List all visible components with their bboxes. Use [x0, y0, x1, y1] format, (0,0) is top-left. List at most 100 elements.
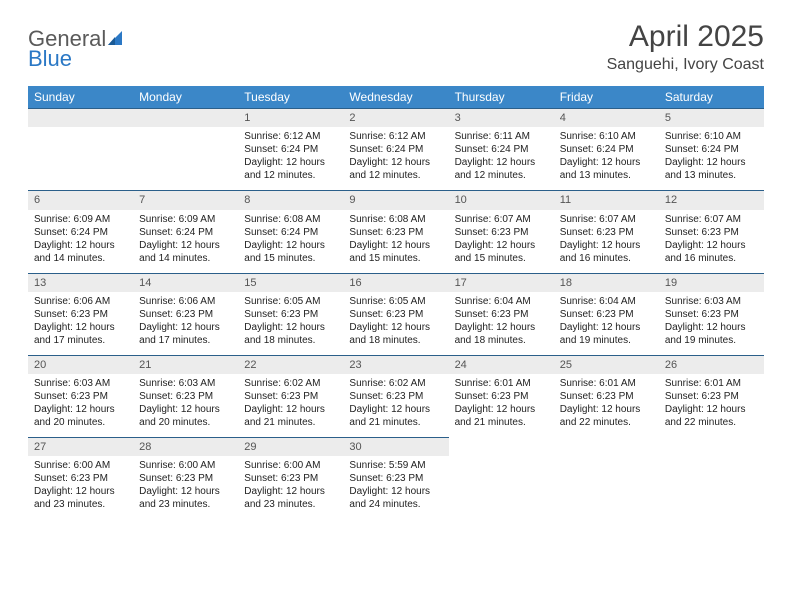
- sunrise-text: Sunrise: 6:05 AM: [349, 295, 442, 308]
- day-body: Sunrise: 6:08 AMSunset: 6:23 PMDaylight:…: [343, 210, 448, 273]
- calendar-cell: 25Sunrise: 6:01 AMSunset: 6:23 PMDayligh…: [554, 355, 659, 437]
- calendar-cell: 10Sunrise: 6:07 AMSunset: 6:23 PMDayligh…: [449, 190, 554, 272]
- calendar-cell: [449, 437, 554, 519]
- sunrise-text: Sunrise: 6:02 AM: [349, 377, 442, 390]
- daylight-text: Daylight: 12 hours and 23 minutes.: [34, 485, 127, 511]
- sunset-text: Sunset: 6:23 PM: [349, 472, 442, 485]
- sunrise-text: Sunrise: 6:03 AM: [665, 295, 758, 308]
- daylight-text: Daylight: 12 hours and 19 minutes.: [665, 321, 758, 347]
- day-body: Sunrise: 6:03 AMSunset: 6:23 PMDaylight:…: [133, 374, 238, 437]
- sunrise-text: Sunrise: 5:59 AM: [349, 459, 442, 472]
- day-number: 9: [343, 190, 448, 209]
- sunset-text: Sunset: 6:23 PM: [349, 308, 442, 321]
- sunset-text: Sunset: 6:23 PM: [560, 308, 653, 321]
- day-body: Sunrise: 6:09 AMSunset: 6:24 PMDaylight:…: [133, 210, 238, 273]
- calendar-week-row: 27Sunrise: 6:00 AMSunset: 6:23 PMDayligh…: [28, 437, 764, 519]
- day-body: Sunrise: 6:01 AMSunset: 6:23 PMDaylight:…: [659, 374, 764, 437]
- daylight-text: Daylight: 12 hours and 18 minutes.: [455, 321, 548, 347]
- day-body: Sunrise: 6:05 AMSunset: 6:23 PMDaylight:…: [238, 292, 343, 355]
- sunrise-text: Sunrise: 6:02 AM: [244, 377, 337, 390]
- calendar-cell: 14 Sunrise: 6:06 AMSunset: 6:23 PMDayligh…: [133, 273, 238, 355]
- day-number: 5: [659, 108, 764, 127]
- daylight-text: Daylight: 12 hours and 21 minutes.: [349, 403, 442, 429]
- sunrise-text: Sunrise: 6:00 AM: [34, 459, 127, 472]
- day-body: Sunrise: 6:12 AMSunset: 6:24 PMDaylight:…: [238, 127, 343, 190]
- daylight-text: Daylight: 12 hours and 20 minutes.: [34, 403, 127, 429]
- sunrise-text: Sunrise: 6:08 AM: [244, 213, 337, 226]
- sunset-text: Sunset: 6:24 PM: [560, 143, 653, 156]
- logo-text-2: Blue: [28, 46, 72, 72]
- sunset-text: Sunset: 6:23 PM: [139, 308, 232, 321]
- sunrise-text: Sunrise: 6:07 AM: [455, 213, 548, 226]
- day-body: Sunrise: 6:03 AMSunset: 6:23 PMDaylight:…: [28, 374, 133, 437]
- daylight-text: Daylight: 12 hours and 13 minutes.: [560, 156, 653, 182]
- daylight-text: Daylight: 12 hours and 18 minutes.: [349, 321, 442, 347]
- day-number: 28: [133, 437, 238, 456]
- daylight-text: Daylight: 12 hours and 24 minutes.: [349, 485, 442, 511]
- sunset-text: Sunset: 6:24 PM: [349, 143, 442, 156]
- sunset-text: Sunset: 6:23 PM: [560, 390, 653, 403]
- daylight-text: Daylight: 12 hours and 14 minutes.: [34, 239, 127, 265]
- daylight-text: Daylight: 12 hours and 14 minutes.: [139, 239, 232, 265]
- day-number: 12: [659, 190, 764, 209]
- calendar-cell: 19Sunrise: 6:03 AMSunset: 6:23 PMDayligh…: [659, 273, 764, 355]
- daylight-text: Daylight: 12 hours and 17 minutes.: [139, 321, 232, 347]
- day-body: Sunrise: 6:00 AMSunset: 6:23 PMDaylight:…: [28, 456, 133, 519]
- calendar-cell: 16 Sunrise: 6:05 AMSunset: 6:23 PMDayligh…: [343, 273, 448, 355]
- sunrise-text: Sunrise: 6:11 AM: [455, 130, 548, 143]
- daylight-text: Daylight: 12 hours and 19 minutes.: [560, 321, 653, 347]
- daylight-text: Daylight: 12 hours and 22 minutes.: [665, 403, 758, 429]
- daylight-text: Daylight: 12 hours and 17 minutes.: [34, 321, 127, 347]
- day-body: Sunrise: 6:06 AMSunset: 6:23 PMDaylight:…: [28, 292, 133, 355]
- calendar-cell: 3Sunrise: 6:11 AMSunset: 6:24 PMDaylight…: [449, 108, 554, 190]
- sunrise-text: Sunrise: 6:03 AM: [139, 377, 232, 390]
- calendar-cell: 12Sunrise: 6:07 AMSunset: 6:23 PMDayligh…: [659, 190, 764, 272]
- sunset-text: Sunset: 6:23 PM: [349, 390, 442, 403]
- daylight-text: Daylight: 12 hours and 18 minutes.: [244, 321, 337, 347]
- sunset-text: Sunset: 6:23 PM: [139, 472, 232, 485]
- location: Sanguehi, Ivory Coast: [607, 56, 764, 74]
- day-body: Sunrise: 6:01 AMSunset: 6:23 PMDaylight:…: [449, 374, 554, 437]
- calendar-week-row: 20Sunrise: 6:03 AMSunset: 6:23 PMDayligh…: [28, 355, 764, 437]
- daylight-text: Daylight: 12 hours and 23 minutes.: [139, 485, 232, 511]
- title-block: April 2025 Sanguehi, Ivory Coast: [607, 20, 764, 74]
- sunrise-text: Sunrise: 6:06 AM: [139, 295, 232, 308]
- calendar-cell: 5Sunrise: 6:10 AMSunset: 6:24 PMDaylight…: [659, 108, 764, 190]
- day-body: Sunrise: 6:11 AMSunset: 6:24 PMDaylight:…: [449, 127, 554, 190]
- sunset-text: Sunset: 6:23 PM: [244, 390, 337, 403]
- daylight-text: Daylight: 12 hours and 12 minutes.: [455, 156, 548, 182]
- day-body: Sunrise: 6:07 AMSunset: 6:23 PMDaylight:…: [659, 210, 764, 273]
- calendar-cell: 9Sunrise: 6:08 AMSunset: 6:23 PMDaylight…: [343, 190, 448, 272]
- sunset-text: Sunset: 6:23 PM: [244, 308, 337, 321]
- day-number: 14: [133, 273, 238, 292]
- sunset-text: Sunset: 6:23 PM: [455, 390, 548, 403]
- sunset-text: Sunset: 6:23 PM: [455, 308, 548, 321]
- day-body: Sunrise: 6:10 AMSunset: 6:24 PMDaylight:…: [659, 127, 764, 190]
- calendar-cell: 29Sunrise: 6:00 AMSunset: 6:23 PMDayligh…: [238, 437, 343, 519]
- sunrise-text: Sunrise: 6:12 AM: [349, 130, 442, 143]
- sunrise-text: Sunrise: 6:01 AM: [560, 377, 653, 390]
- day-body: Sunrise: 6:12 AMSunset: 6:24 PMDaylight:…: [343, 127, 448, 190]
- sunset-text: Sunset: 6:24 PM: [244, 143, 337, 156]
- daylight-text: Daylight: 12 hours and 12 minutes.: [349, 156, 442, 182]
- day-number: 30: [343, 437, 448, 456]
- sunset-text: Sunset: 6:23 PM: [349, 226, 442, 239]
- calendar-cell: 13Sunrise: 6:06 AMSunset: 6:23 PMDayligh…: [28, 273, 133, 355]
- sunset-text: Sunset: 6:24 PM: [455, 143, 548, 156]
- calendar-cell: 17Sunrise: 6:04 AMSunset: 6:23 PMDayligh…: [449, 273, 554, 355]
- daylight-text: Daylight: 12 hours and 15 minutes.: [244, 239, 337, 265]
- day-number: 16: [343, 273, 448, 292]
- sunrise-text: Sunrise: 6:09 AM: [139, 213, 232, 226]
- daylight-text: Daylight: 12 hours and 20 minutes.: [139, 403, 232, 429]
- day-number: 18: [554, 273, 659, 292]
- day-body: Sunrise: 5:59 AMSunset: 6:23 PMDaylight:…: [343, 456, 448, 519]
- month-title: April 2025: [607, 20, 764, 54]
- day-body: Sunrise: 6:10 AMSunset: 6:24 PMDaylight:…: [554, 127, 659, 190]
- day-body: Sunrise: 6:00 AMSunset: 6:23 PMDaylight:…: [133, 456, 238, 519]
- daylight-text: Daylight: 12 hours and 15 minutes.: [455, 239, 548, 265]
- daylight-text: Daylight: 12 hours and 21 minutes.: [244, 403, 337, 429]
- calendar-cell: 30Sunrise: 5:59 AMSunset: 6:23 PMDayligh…: [343, 437, 448, 519]
- day-body: Sunrise: 6:07 AMSunset: 6:23 PMDaylight:…: [554, 210, 659, 273]
- calendar-cell: 26Sunrise: 6:01 AMSunset: 6:23 PMDayligh…: [659, 355, 764, 437]
- day-number: 20: [28, 355, 133, 374]
